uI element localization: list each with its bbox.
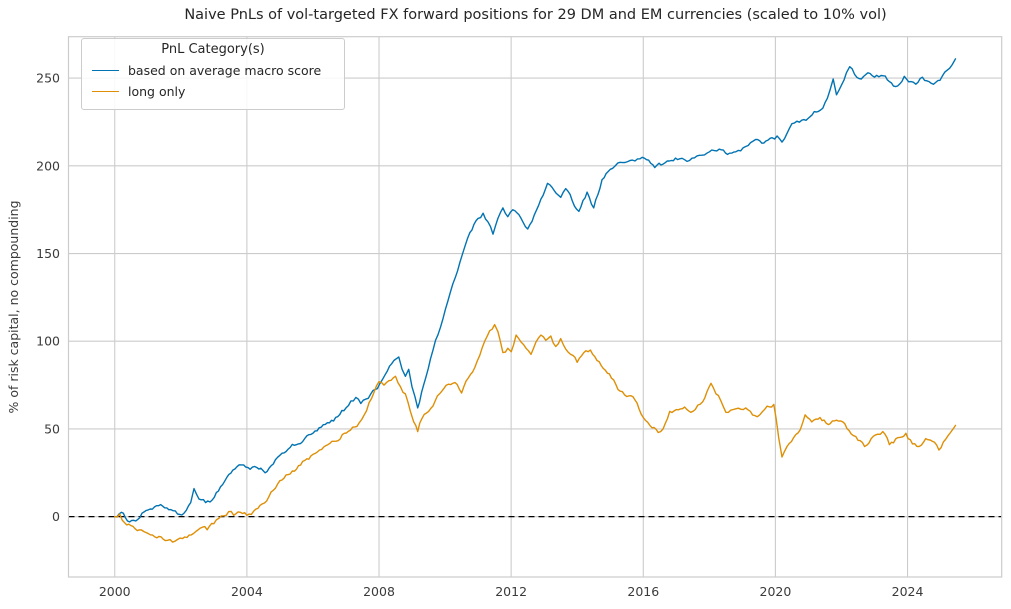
y-tick-label: 50 [44,421,60,436]
x-tick-label: 2020 [760,584,792,599]
chart-title: Naive PnLs of vol-targeted FX forward po… [184,7,887,23]
x-tick-label: 2016 [627,584,659,599]
x-tick-label: 2004 [231,584,263,599]
legend-entry-long-only: long only [92,81,334,102]
legend-label: long only [128,84,186,99]
x-tick-label: 2012 [495,584,527,599]
legend-box: PnL Category(s) based on average macro s… [81,38,345,110]
series-line-macro-score [114,58,957,523]
y-axis-label: % of risk capital, no compounding [6,200,21,413]
legend-line-swatch-blue [92,70,119,71]
y-tick-label: 150 [36,246,60,261]
series-line-long-only [114,323,957,543]
x-tick-label: 2008 [363,584,395,599]
y-tick-label: 100 [36,334,60,349]
legend-title: PnL Category(s) [161,42,265,57]
y-tick-label: 200 [36,158,60,173]
plot-border [67,36,1003,578]
x-tick-label: 2000 [99,584,131,599]
y-tick-label: 250 [36,71,60,86]
legend-label: based on average macro score [128,63,322,78]
legend-entry-macro-score: based on average macro score [92,60,334,81]
legend-line-swatch-orange [92,91,119,92]
x-tick-label: 2024 [892,584,924,599]
y-tick-label: 0 [52,509,60,524]
